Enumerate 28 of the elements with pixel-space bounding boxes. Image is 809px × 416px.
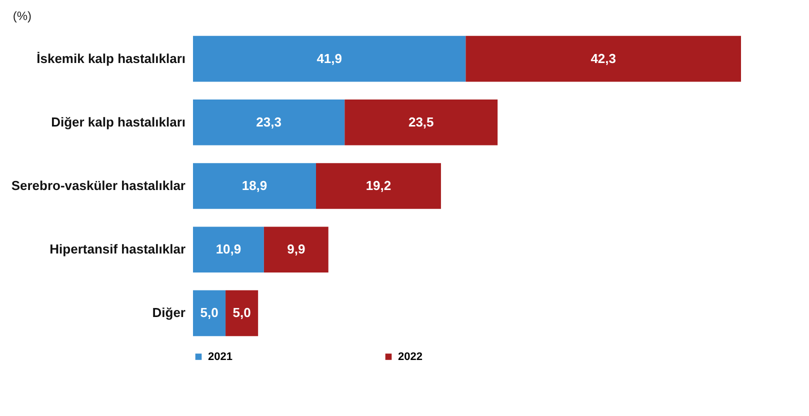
y-tick-label: Diğer kalp hastalıkları: [51, 114, 186, 130]
text: (%): [12, 9, 32, 23]
data-label: 41,9: [316, 50, 342, 66]
bar: [466, 36, 741, 82]
bar: [264, 226, 328, 272]
bar: [193, 226, 264, 272]
data-label: 18,9: [242, 178, 268, 193]
data-label: 23,3: [256, 114, 282, 130]
data-label: 10,9: [216, 242, 242, 257]
y-tick-label: Diğer: [152, 305, 186, 320]
y-tick-label: Serebro-vasküler hastalıklar: [11, 178, 186, 193]
legend-label: 2021: [208, 350, 232, 363]
bar: [193, 163, 316, 209]
bar: [193, 100, 345, 146]
bar: [193, 36, 466, 82]
data-label: 19,2: [366, 178, 392, 193]
data-label: 42,3: [590, 50, 616, 66]
bar: [193, 290, 226, 336]
data-label: 5,0: [232, 305, 251, 320]
legend-label: 2022: [398, 350, 422, 363]
bar: [226, 290, 258, 336]
data-label: 23,5: [408, 114, 434, 130]
y-tick-label: Hipertansif hastalıklar: [50, 242, 186, 257]
y-tick-label: İskemik kalp hastalıkları: [36, 50, 186, 66]
data-label: 9,9: [287, 242, 306, 257]
bar: [316, 163, 441, 209]
data-label: 5,0: [200, 305, 218, 320]
bar: [344, 100, 498, 146]
